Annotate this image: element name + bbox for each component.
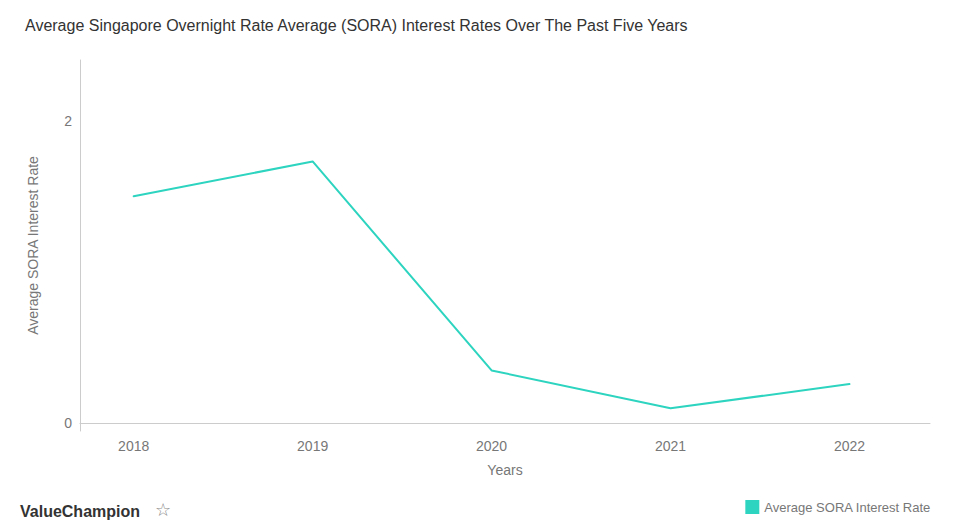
svg-text:2018: 2018: [118, 438, 149, 454]
svg-text:0: 0: [64, 415, 72, 431]
svg-text:Average Singapore Overnight Ra: Average Singapore Overnight Rate Average…: [25, 17, 688, 34]
svg-text:Average SORA Interest Rate: Average SORA Interest Rate: [25, 156, 41, 335]
svg-text:Average SORA Interest Rate: Average SORA Interest Rate: [764, 500, 930, 515]
svg-text:☆: ☆: [155, 500, 171, 520]
svg-text:ValueChampion: ValueChampion: [20, 503, 140, 520]
svg-text:Years: Years: [487, 462, 522, 478]
svg-text:2020: 2020: [476, 438, 507, 454]
svg-text:2021: 2021: [655, 438, 686, 454]
svg-text:2019: 2019: [297, 438, 328, 454]
svg-text:2: 2: [64, 113, 72, 129]
svg-text:2022: 2022: [834, 438, 865, 454]
